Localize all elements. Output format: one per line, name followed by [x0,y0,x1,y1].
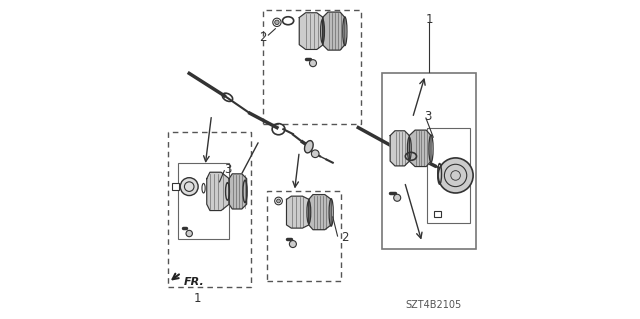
Bar [434,211,441,217]
Ellipse shape [305,141,313,153]
Bar [168,132,252,287]
Bar [178,163,229,239]
Circle shape [289,241,296,248]
Text: 2: 2 [259,31,267,44]
Circle shape [180,178,198,196]
Circle shape [438,158,473,193]
Text: 1: 1 [193,292,201,305]
Bar [172,183,179,190]
Circle shape [312,150,319,158]
Polygon shape [300,13,323,49]
Polygon shape [323,12,345,50]
Polygon shape [229,174,246,209]
Text: FR.: FR. [184,277,204,287]
Text: 3: 3 [224,163,231,175]
Polygon shape [390,131,410,166]
Bar [382,73,476,249]
Circle shape [186,230,193,237]
Bar [427,128,470,223]
Text: 2: 2 [340,231,348,244]
Text: 3: 3 [424,110,431,123]
Polygon shape [309,195,331,230]
Circle shape [394,194,401,201]
Polygon shape [287,196,309,228]
Circle shape [275,20,279,25]
Text: 1: 1 [426,13,433,26]
Bar [262,10,362,124]
Bar [268,191,340,281]
Text: SZT4B2105: SZT4B2105 [405,300,461,310]
Polygon shape [410,130,431,167]
Circle shape [310,60,317,67]
Polygon shape [207,172,229,211]
Circle shape [276,199,280,203]
